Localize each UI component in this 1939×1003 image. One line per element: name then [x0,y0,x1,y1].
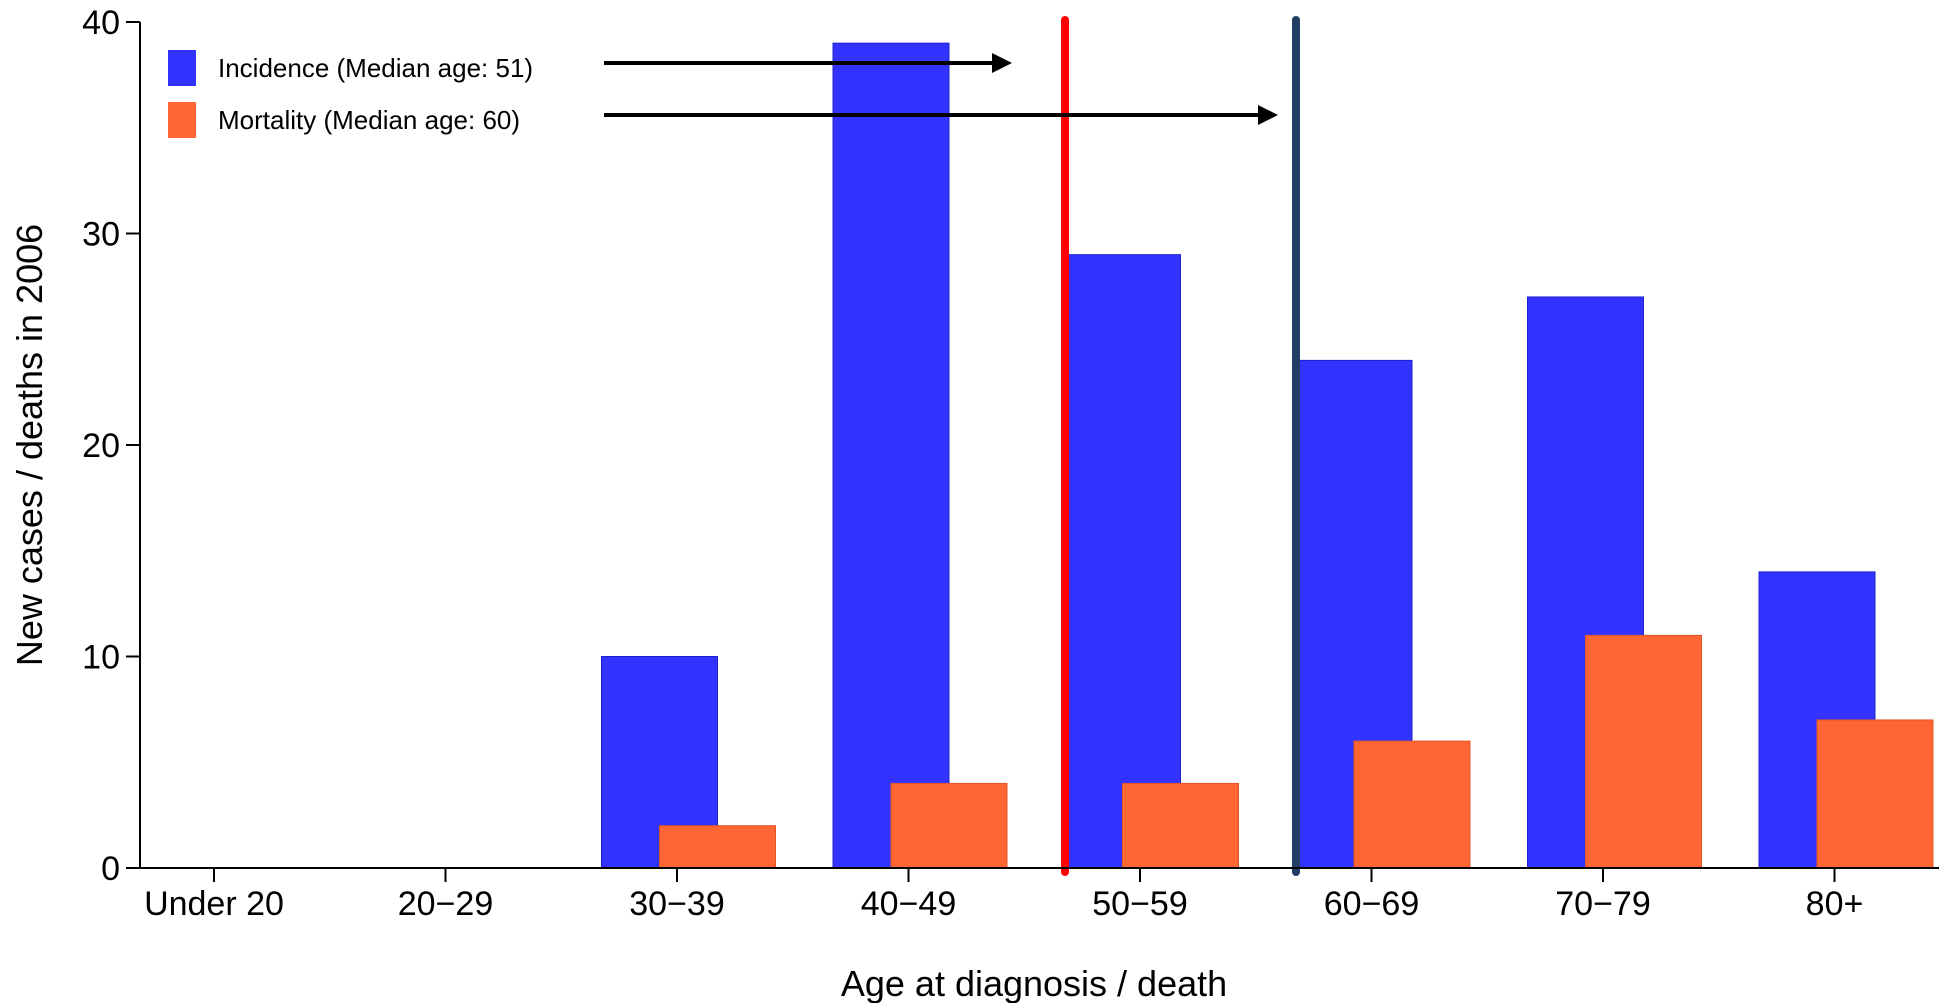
x-tick-label: 30−39 [629,885,725,923]
legend-swatch-0 [168,50,196,86]
axes-group: Under 20 20−29 30−39 40−49 50−59 60−69 70−79 80… [82,4,1939,923]
x-tick-label: 80+ [1806,885,1864,923]
legend-label-1: Mortality (Median age: 60) [218,105,520,135]
x-tick-label: 40−49 [861,885,957,923]
bar-mortality-1 [659,825,776,869]
y-tick-label: 10 [82,639,120,677]
y-tick-label: 30 [82,216,120,254]
bars-group [601,42,1934,869]
x-tick-label: 60−69 [1324,885,1420,923]
bar-mortality-6 [1816,719,1934,869]
x-tick-label: Under 20 [144,885,284,923]
x-tick-label: 50−59 [1092,885,1188,923]
median-lines-group [1061,16,1300,876]
bar-mortality-3 [1122,782,1239,869]
legend-arrowhead-0 [992,53,1012,73]
y-tick-label: 40 [82,4,120,42]
bar-mortality-4 [1353,740,1471,869]
x-tick-label: 70−79 [1555,885,1651,923]
bar-incidence-2 [832,42,950,869]
legend: Incidence (Median age: 51) Mortality (Med… [168,50,1278,138]
x-axis-title: Age at diagnosis / death [841,963,1227,1003]
bar-incidence-3 [1064,254,1181,869]
y-tick-label: 0 [101,850,120,888]
bar-mortality-2 [890,782,1008,869]
legend-label-0: Incidence (Median age: 51) [218,53,533,83]
bar-mortality-5 [1585,634,1702,869]
legend-arrowhead-1 [1258,105,1278,125]
x-tick-label: 20−29 [398,885,494,923]
y-tick-label: 20 [82,427,120,465]
y-axis-title: New cases / deaths in 2006 [9,224,50,666]
legend-swatch-1 [168,102,196,138]
